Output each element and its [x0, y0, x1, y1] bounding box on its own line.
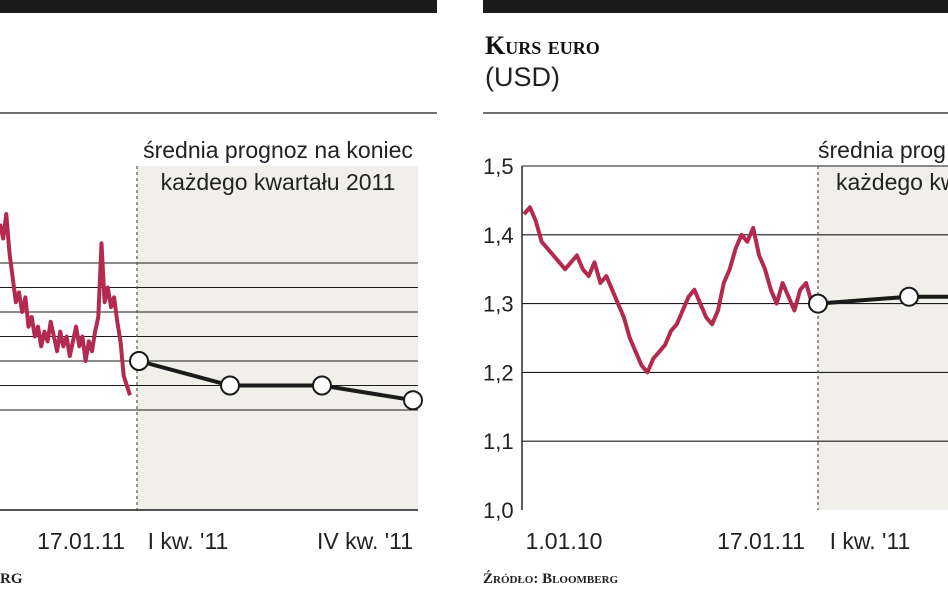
right-y-tick-label: 1,4 — [483, 223, 514, 248]
right-x-tick-label: I kw. '11 — [830, 528, 911, 554]
right-chart-title: Kurs euro — [485, 31, 600, 60]
right-source-label: Źródło: Bloomberg — [483, 570, 619, 587]
right-y-tick-label: 1,0 — [483, 498, 514, 523]
right-y-tick-labels: 1,0 1,1 1,2 1,3 1,4 1,5 — [483, 154, 514, 523]
left-forecast-point — [129, 351, 149, 371]
right-forecast-note-line2: każdego kw — [836, 169, 948, 195]
right-history-series — [522, 205, 814, 375]
left-chart-panel: średnia prognoz na koniec każdego kwarta… — [0, 112, 437, 587]
right-x-tick-label: 1.01.10 — [526, 528, 603, 554]
left-forecast-line — [138, 359, 414, 403]
left-history-line — [0, 212, 132, 396]
right-forecast-note-line1: średnia prog — [818, 137, 946, 163]
right-history-line — [522, 205, 814, 375]
right-x-tick-label: 17.01.11 — [717, 528, 805, 554]
left-x-tick-label: IV kw. '11 — [317, 528, 413, 554]
right-forecast-point — [899, 286, 919, 307]
left-x-tick-label: 17.01.11 — [37, 528, 125, 554]
left-forecast-note-line2: każdego kwartału 2011 — [161, 169, 396, 195]
left-forecast-area — [137, 166, 418, 510]
right-y-tick-label: 1,3 — [483, 292, 514, 317]
right-y-tick-label: 1,1 — [483, 429, 514, 454]
left-forecast-point — [403, 390, 423, 411]
left-forecast-point — [312, 375, 332, 396]
right-y-tick-label: 1,5 — [483, 154, 514, 179]
right-chart-panel: Kurs euro (USD) 1,0 1,1 1,2 1,3 1,4 1,5 średn… — [483, 31, 948, 587]
left-x-tick-label: I kw. '11 — [148, 528, 229, 554]
right-gridlines — [522, 165, 948, 442]
right-header-bar — [483, 0, 948, 13]
left-source-fragment: RG — [0, 571, 23, 587]
left-forecast-point — [220, 375, 240, 396]
right-unit-label: (USD) — [485, 62, 560, 92]
left-gridlines — [0, 262, 418, 411]
left-forecast-series — [129, 351, 423, 411]
right-forecast-area — [818, 166, 948, 510]
left-forecast-note-line1: średnia prognoz na koniec — [143, 137, 413, 163]
right-y-tick-label: 1,2 — [483, 360, 514, 385]
right-forecast-series — [808, 286, 948, 314]
left-history-series — [0, 212, 132, 396]
left-header-bar — [0, 0, 437, 13]
right-forecast-point — [808, 293, 828, 314]
